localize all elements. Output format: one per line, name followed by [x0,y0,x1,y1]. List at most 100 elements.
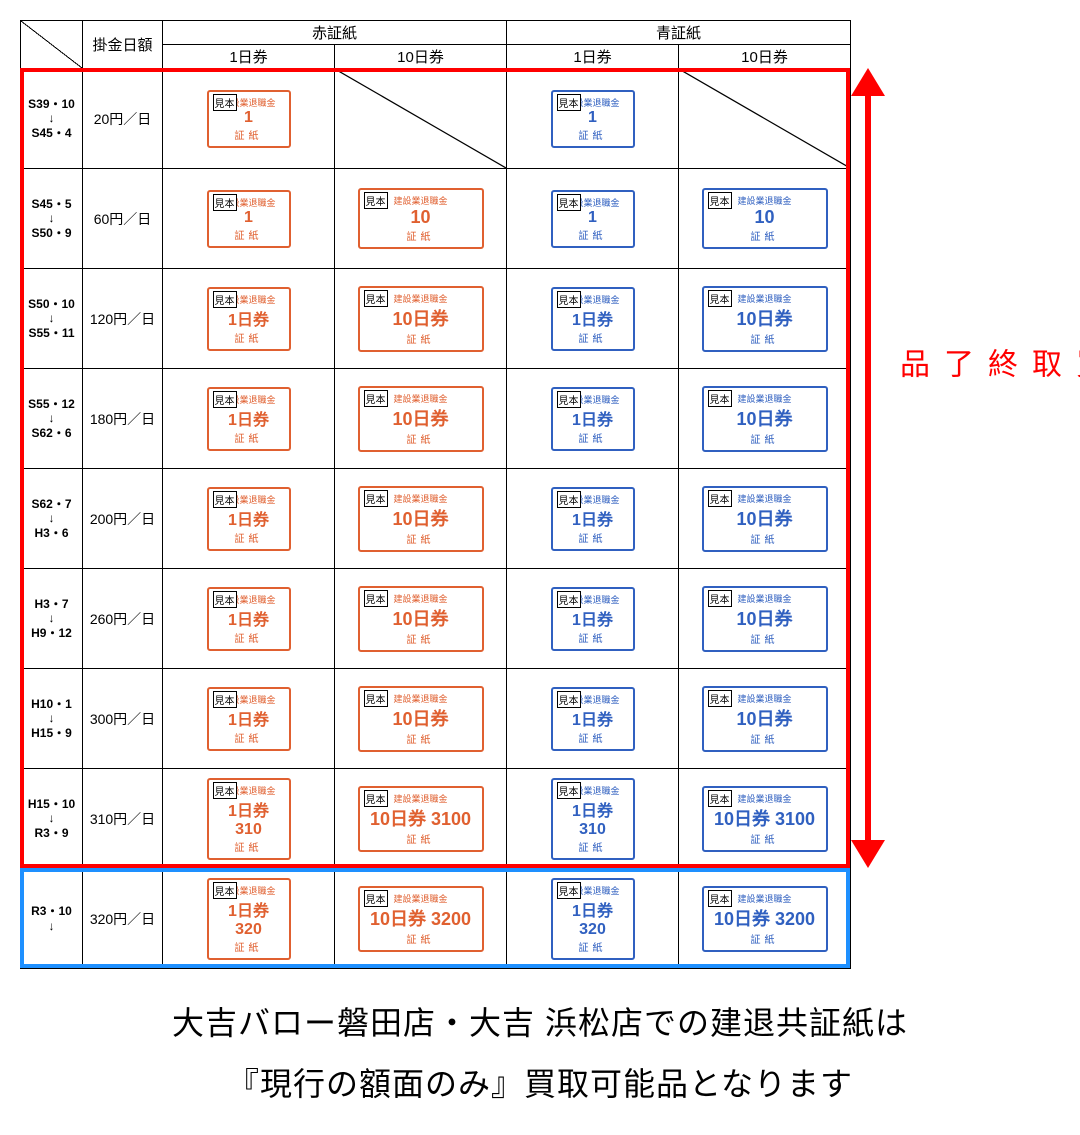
stamp-sample: 見本 建設業退職金 10日券 証紙 [358,486,484,552]
mihon-badge: 見本 [557,691,581,708]
stamp-sample: 見本 建設業退職金 1 証紙 [207,190,291,248]
stamp-cell-blue-1: 見本 建設業退職金 1日券 証紙 [507,669,679,769]
stamp-cell-red-10: 見本 建設業退職金 10日券 3200 証紙 [335,869,507,969]
period-cell: S62・7↓H3・6 [21,469,83,569]
mihon-badge: 見本 [557,391,581,408]
stamp-cell-blue-1: 見本 建設業退職金 1日券 320 証紙 [507,869,679,969]
price-cell: 180円／日 [83,369,163,469]
table-row: S62・7↓H3・6200円／日 見本 建設業退職金 1日券 証紙 見本 建設業… [21,469,851,569]
stamp-sample: 見本 建設業退職金 10日券 3100 証紙 [358,786,484,852]
stamp-cell-blue-10 [679,69,851,169]
stamp-cell-blue-10: 見本 建設業退職金 10日券 3200 証紙 [679,869,851,969]
header-price: 掛金日額 [83,21,163,69]
stamp-cell-red-10 [335,69,507,169]
stamp-cell-blue-10: 見本 建設業退職金 10日券 証紙 [679,669,851,769]
stamp-sample: 見本 建設業退職金 10日券 3100 証紙 [702,786,828,852]
mihon-badge: 見本 [557,291,581,308]
stamp-sample: 見本 建設業退職金 10 証紙 [702,188,828,249]
mihon-badge: 見本 [213,94,237,111]
header-corner [21,21,83,69]
stamp-cell-red-10: 見本 建設業退職金 10 証紙 [335,169,507,269]
header-blue-10day: 10日券 [679,45,851,69]
mihon-badge: 見本 [364,790,388,807]
price-cell: 60円／日 [83,169,163,269]
stamp-sample: 見本 建設業退職金 1日券 証紙 [551,687,635,751]
stamp-table: 掛金日額 赤証紙 青証紙 1日券 10日券 1日券 10日券 S39・10↓S4… [20,20,851,969]
table-row: R3・10↓320円／日 見本 建設業退職金 1日券 320 証紙 見本 建設業… [21,869,851,969]
price-cell: 310円／日 [83,769,163,869]
price-cell: 20円／日 [83,69,163,169]
mihon-badge: 見本 [213,291,237,308]
mihon-badge: 見本 [708,690,732,707]
stamp-cell-red-1: 見本 建設業退職金 1日券 証紙 [163,369,335,469]
stamp-cell-red-1: 見本 建設業退職金 1日券 証紙 [163,269,335,369]
price-cell: 320円／日 [83,869,163,969]
stamp-sample: 見本 建設業退職金 10日券 証紙 [358,386,484,452]
header-blue-1day: 1日券 [507,45,679,69]
stamp-cell-blue-1: 見本 建設業退職金 1 証紙 [507,69,679,169]
stamp-sample: 見本 建設業退職金 10日券 証紙 [702,586,828,652]
stamp-sample: 見本 建設業退職金 1日券 証紙 [551,587,635,651]
table-row: H10・1↓H15・9300円／日 見本 建設業退職金 1日券 証紙 見本 建設… [21,669,851,769]
mihon-badge: 見本 [213,882,237,899]
mihon-badge: 見本 [213,391,237,408]
header-red-10day: 10日券 [335,45,507,69]
stamp-cell-blue-10: 見本 建設業退職金 10日券 証紙 [679,469,851,569]
stamp-sample: 見本 建設業退職金 10日券 証紙 [702,486,828,552]
stamp-sample: 見本 建設業退職金 1日券 証紙 [551,487,635,551]
stamp-cell-blue-10: 見本 建設業退職金 10日券 証紙 [679,269,851,369]
mihon-badge: 見本 [557,882,581,899]
header-group-blue: 青証紙 [507,21,851,45]
table-row: S50・10↓S55・11120円／日 見本 建設業退職金 1日券 証紙 見本 … [21,269,851,369]
mihon-badge: 見本 [557,591,581,608]
stamp-sample: 見本 建設業退職金 1日券 証紙 [551,287,635,351]
stamp-cell-blue-10: 見本 建設業退職金 10日券 証紙 [679,369,851,469]
header-group-red: 赤証紙 [163,21,507,45]
stamp-sample: 見本 建設業退職金 1日券 証紙 [207,487,291,551]
stamp-sample: 見本 建設業退職金 10日券 証紙 [702,286,828,352]
table-wrapper: 掛金日額 赤証紙 青証紙 1日券 10日券 1日券 10日券 S39・10↓S4… [20,20,1060,969]
price-cell: 300円／日 [83,669,163,769]
stamp-cell-blue-10: 見本 建設業退職金 10日券 証紙 [679,569,851,669]
stamp-sample: 見本 建設業退職金 1日券 320 証紙 [207,878,291,960]
period-cell: S50・10↓S55・11 [21,269,83,369]
stamp-sample: 見本 建設業退職金 10日券 証紙 [358,286,484,352]
mihon-badge: 見本 [213,194,237,211]
stamp-cell-red-10: 見本 建設業退職金 10日券 証紙 [335,669,507,769]
stamp-sample: 見本 建設業退職金 1日券 310 証紙 [207,778,291,860]
table-row: S55・12↓S62・6180円／日 見本 建設業退職金 1日券 証紙 見本 建… [21,369,851,469]
stamp-sample: 見本 建設業退職金 1日券 証紙 [207,687,291,751]
arrow-line [865,92,871,844]
price-cell: 200円／日 [83,469,163,569]
stamp-cell-red-10: 見本 建設業退職金 10日券 証紙 [335,269,507,369]
mihon-badge: 見本 [213,782,237,799]
mihon-badge: 見本 [708,890,732,907]
stamp-sample: 見本 建設業退職金 10日券 証紙 [358,686,484,752]
stamp-cell-red-1: 見本 建設業退職金 1日券 証紙 [163,469,335,569]
stamp-sample: 見本 建設業退職金 1日券 証紙 [551,387,635,451]
mihon-badge: 見本 [213,591,237,608]
stamp-cell-red-10: 見本 建設業退職金 10日券 3100 証紙 [335,769,507,869]
period-cell: R3・10↓ [21,869,83,969]
stamp-cell-blue-1: 見本 建設業退職金 1日券 証紙 [507,269,679,369]
table-row: H15・10↓R3・9310円／日 見本 建設業退職金 1日券 310 証紙 見… [21,769,851,869]
period-cell: S45・5↓S50・9 [21,169,83,269]
mihon-badge: 見本 [708,490,732,507]
stamp-sample: 見本 建設業退職金 1日券 証紙 [207,387,291,451]
mihon-badge: 見本 [708,590,732,607]
mihon-badge: 見本 [557,94,581,111]
stamp-cell-blue-10: 見本 建設業退職金 10日券 3100 証紙 [679,769,851,869]
period-cell: S55・12↓S62・6 [21,369,83,469]
mihon-badge: 見本 [364,192,388,209]
mihon-badge: 見本 [364,290,388,307]
stamp-sample: 見本 建設業退職金 10日券 3200 証紙 [358,886,484,952]
stamp-cell-red-1: 見本 建設業退職金 1 証紙 [163,169,335,269]
stamp-sample: 見本 建設業退職金 1 証紙 [551,190,635,248]
footer-text: 大吉バロー磐田店・大吉 浜松店での建退共証紙は 『現行の額面のみ』買取可能品とな… [20,993,1060,1115]
mihon-badge: 見本 [213,491,237,508]
arrow-down-icon [851,840,885,868]
mihon-badge: 見本 [557,491,581,508]
stamp-sample: 見本 建設業退職金 1日券 証紙 [207,587,291,651]
stamp-sample: 見本 建設業退職金 1日券 320 証紙 [551,878,635,960]
table-row: H3・7↓H9・12260円／日 見本 建設業退職金 1日券 証紙 見本 建設業… [21,569,851,669]
